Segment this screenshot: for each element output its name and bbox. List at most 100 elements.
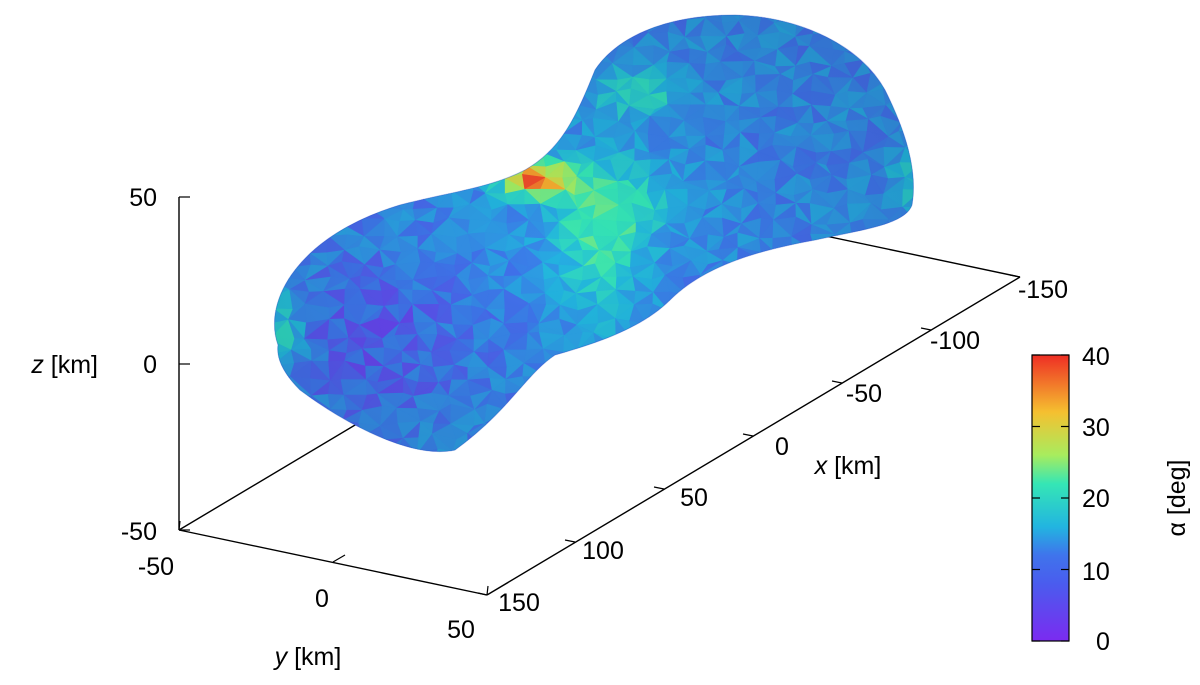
surface-facet	[903, 420, 914, 441]
surface-facet	[344, 15, 368, 21]
surface-facet	[705, 468, 720, 477]
surface-facet	[826, 282, 851, 298]
surface-facet	[888, 32, 907, 52]
surface-facet	[490, 117, 512, 137]
surface-facet	[556, 420, 582, 435]
surface-facet	[917, 437, 943, 453]
surface-facet	[414, 148, 433, 168]
surface-facet	[505, 465, 528, 482]
surface-facet	[596, 463, 620, 479]
surface-facet	[880, 15, 902, 35]
surface-facet	[902, 348, 914, 369]
surface-facet	[294, 90, 314, 107]
surface-facet	[375, 29, 402, 51]
surface-facet	[744, 351, 756, 362]
surface-facet	[362, 15, 381, 20]
surface-facet	[672, 349, 685, 366]
surface-facet	[700, 395, 723, 407]
surface-facet	[344, 18, 366, 36]
surface-facet	[365, 58, 385, 79]
surface-facet	[545, 363, 562, 378]
surface-facet	[831, 422, 853, 441]
surface-facet	[505, 88, 527, 105]
surface-facet	[702, 404, 723, 426]
surface-facet	[636, 432, 654, 452]
surface-facet	[866, 265, 886, 276]
surface-facet	[450, 177, 472, 191]
surface-facet	[905, 48, 914, 63]
surface-facet	[683, 433, 705, 451]
surface-facet	[450, 463, 474, 484]
surface-facet	[311, 72, 330, 94]
surface-facet	[324, 120, 344, 133]
surface-facet	[868, 33, 890, 52]
surface-facet	[864, 307, 890, 322]
surface-facet	[690, 448, 705, 452]
surface-facet	[775, 333, 793, 355]
surface-facet	[598, 29, 620, 50]
surface-facet	[901, 292, 914, 307]
surface-facet	[611, 421, 636, 435]
surface-facet	[560, 363, 578, 382]
surface-facet	[899, 439, 914, 452]
surface-facet	[346, 178, 367, 194]
surface-facet	[287, 144, 306, 164]
surface-facet	[738, 448, 761, 452]
surface-facet	[739, 304, 761, 322]
surface-facet	[274, 433, 294, 451]
surface-facet	[649, 389, 672, 406]
surface-facet	[416, 58, 437, 74]
surface-facet	[700, 321, 728, 341]
surface-facet	[274, 217, 291, 239]
surface-facet	[883, 408, 903, 422]
surface-facet	[921, 145, 937, 163]
surface-facet	[286, 419, 308, 441]
surface-facet	[323, 208, 343, 225]
surface-facet	[415, 15, 440, 23]
surface-facet	[306, 425, 326, 441]
surface-facet	[720, 336, 744, 350]
surface-facet	[274, 419, 294, 442]
surface-facet	[882, 318, 900, 338]
surface-facet	[274, 89, 297, 105]
surface-facet	[796, 322, 812, 338]
surface-facet	[668, 310, 687, 322]
surface-facet	[414, 132, 433, 153]
surface-facet	[720, 291, 744, 312]
surface-facet	[905, 73, 914, 93]
surface-facet	[448, 451, 475, 452]
surface-facet	[777, 332, 800, 352]
surface-facet	[863, 318, 888, 338]
surface-facet	[526, 463, 543, 482]
surface-facet	[791, 350, 810, 369]
surface-facet	[667, 463, 691, 481]
surface-facet	[485, 72, 507, 93]
surface-facet	[274, 15, 296, 38]
surface-facet	[504, 35, 525, 49]
surface-facet	[274, 377, 277, 394]
surface-facet	[795, 322, 818, 339]
surface-facet	[723, 377, 746, 393]
surface-facet	[269, 462, 293, 483]
surface-facet	[651, 335, 674, 355]
surface-facet	[274, 103, 294, 125]
surface-facet	[885, 378, 905, 398]
surface-facet	[560, 88, 579, 107]
surface-facet	[846, 292, 865, 311]
surface-facet	[757, 433, 777, 452]
surface-facet	[633, 422, 652, 437]
surface-facet	[430, 136, 455, 150]
surface-facet	[592, 433, 619, 452]
surface-facet	[720, 348, 746, 362]
surface-facet	[580, 48, 600, 66]
surface-facet	[491, 64, 511, 80]
surface-facet	[291, 48, 311, 67]
surface-facet	[557, 380, 578, 398]
surface-facet	[615, 463, 633, 480]
surface-facet	[792, 421, 814, 440]
surface-facet	[882, 78, 908, 92]
surface-facet	[395, 15, 417, 22]
surface-facet	[452, 93, 471, 105]
surface-facet	[311, 72, 330, 95]
surface-facet	[472, 33, 494, 47]
